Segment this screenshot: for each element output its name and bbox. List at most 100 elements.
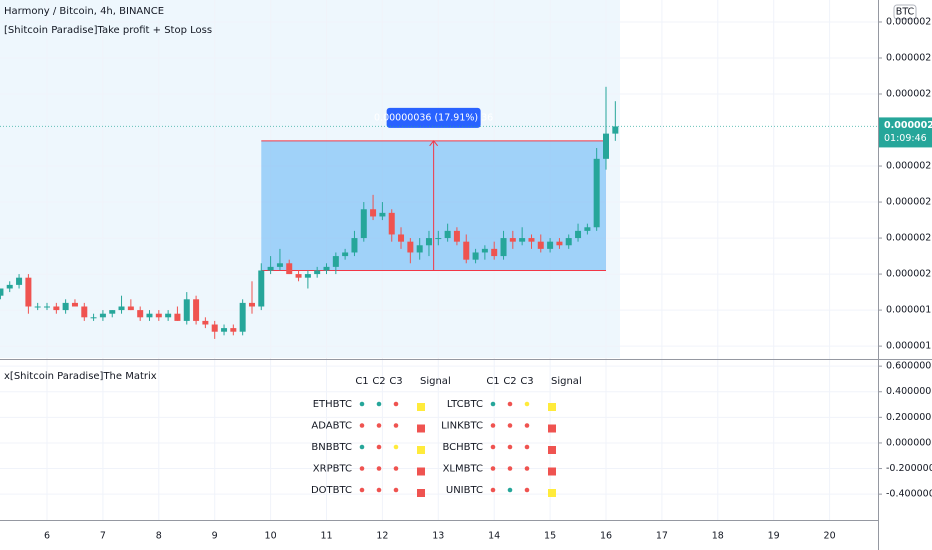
candle-body <box>155 313 162 318</box>
position-label-box <box>386 107 481 128</box>
y-tick-label: 0.00000230 <box>886 161 932 172</box>
matrix-header: C1 <box>486 376 499 387</box>
matrix-dot <box>524 487 530 493</box>
matrix-header: C1 <box>355 376 368 387</box>
position-label: 0.00000036 (17.91%) 36 <box>374 112 493 123</box>
candle-body <box>435 238 442 240</box>
x-tick-label: 15 <box>544 531 556 542</box>
y-tick-label: 0.60000000 <box>886 361 932 372</box>
chart-title: Harmony / Bitcoin, 4h, BINANCE <box>4 6 164 17</box>
y-tick-label: 0.00000000 <box>886 437 932 448</box>
candle-body <box>193 299 200 321</box>
candle-body <box>304 274 311 278</box>
x-tick-label: 12 <box>376 531 388 542</box>
matrix-header: Signal <box>551 376 582 387</box>
x-tick-label: 13 <box>432 531 444 542</box>
matrix-header: Signal <box>420 376 451 387</box>
candle-body <box>0 288 4 296</box>
matrix-signal <box>548 403 556 411</box>
candle-body <box>183 299 190 321</box>
candle-body <box>118 306 125 311</box>
matrix-dot <box>507 466 513 471</box>
matrix-signal <box>548 446 556 454</box>
position-arrow-head <box>429 140 439 147</box>
candle-body <box>491 248 498 257</box>
matrix-dot <box>393 401 399 407</box>
last-price-label: 0.00000241 <box>884 120 932 131</box>
x-tick-label: 14 <box>488 531 500 542</box>
x-tick-label: 6 <box>44 531 50 542</box>
matrix-title: x[Shitcoin Paradise]The Matrix <box>4 371 157 382</box>
matrix-symbol: ETHBTC <box>313 399 352 410</box>
matrix-symbol: BNBBTC <box>311 442 352 453</box>
candle-body <box>602 133 609 159</box>
matrix-symbol: XRPBTC <box>313 464 352 475</box>
matrix-signal <box>417 489 425 497</box>
currency-label[interactable]: BTC <box>896 7 915 18</box>
candle-body <box>127 306 134 311</box>
matrix-dot <box>376 487 382 493</box>
candle-body <box>565 238 572 246</box>
candle-body <box>34 306 41 308</box>
matrix-signal <box>548 489 556 497</box>
matrix-dot <box>359 401 365 407</box>
matrix-dot <box>524 444 530 450</box>
matrix-dot <box>393 423 399 428</box>
x-tick-label: 19 <box>768 531 780 542</box>
matrix-header: C3 <box>520 376 533 387</box>
candle-body <box>276 263 283 267</box>
candle-body <box>575 230 582 239</box>
candle-body <box>472 252 479 260</box>
matrix-header: C3 <box>389 376 402 387</box>
candle-body <box>314 270 321 275</box>
y-tick-label: 0.00000210 <box>886 233 932 244</box>
matrix-dot <box>376 444 382 450</box>
candle-body <box>528 238 535 242</box>
matrix-dot <box>376 466 382 471</box>
x-tick-label: 18 <box>712 531 724 542</box>
matrix-dot <box>507 487 513 493</box>
matrix-dot <box>507 401 513 407</box>
matrix-symbol: ADABTC <box>311 421 352 432</box>
matrix-symbol: XLMBTC <box>443 464 483 475</box>
countdown-label: 01:09:46 <box>884 133 927 144</box>
candle-body <box>109 310 116 314</box>
candle-body <box>332 256 339 267</box>
y-tick-label: 0.40000000 <box>886 386 932 397</box>
candle-body <box>239 302 246 332</box>
matrix-signal <box>548 424 556 433</box>
candle-body <box>425 238 432 246</box>
x-tick-label: 9 <box>212 531 218 542</box>
candle-body <box>584 227 591 231</box>
matrix-dot <box>490 444 496 450</box>
candle-body <box>174 313 181 321</box>
matrix-symbol: BCHBTC <box>442 442 483 453</box>
matrix-dot <box>359 487 365 493</box>
matrix-dot <box>490 487 496 493</box>
currency-button[interactable] <box>893 4 917 20</box>
matrix-header: C2 <box>503 376 516 387</box>
matrix-dot <box>393 444 399 450</box>
x-tick-label: 8 <box>156 531 162 542</box>
candle-body <box>90 317 97 319</box>
y-tick-label: 0.00000190 <box>886 305 932 316</box>
candle-body <box>230 328 237 332</box>
candle-body <box>379 212 386 217</box>
candle-body <box>547 241 554 249</box>
candle-body <box>25 277 32 307</box>
candle-body <box>53 306 60 311</box>
y-tick-label: 0.00000200 <box>886 269 932 280</box>
candle-body <box>248 302 255 307</box>
candle-body <box>81 306 88 318</box>
candle-body <box>6 284 13 289</box>
y-tick-label: 0.20000000 <box>886 412 932 423</box>
candle-body <box>388 212 395 235</box>
candle-body <box>258 270 265 307</box>
candle-body <box>202 320 209 325</box>
candle-body <box>146 313 153 318</box>
candle-body <box>370 209 377 217</box>
y-tick-label: -0.40000000 <box>886 489 932 500</box>
matrix-symbol: LINKBTC <box>441 421 483 432</box>
